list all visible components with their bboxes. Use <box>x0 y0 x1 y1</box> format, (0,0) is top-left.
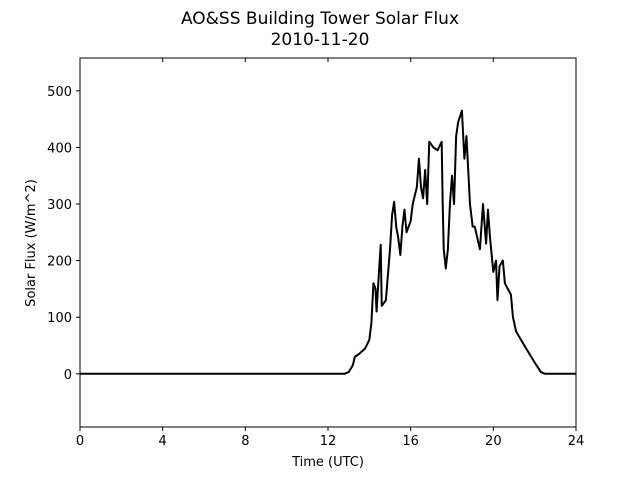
x-tick-label: 12 <box>320 434 337 449</box>
y-tick-label: 500 <box>47 85 72 100</box>
y-tick-label: 400 <box>47 141 72 156</box>
y-axis-label: Solar Flux (W/m^2) <box>24 179 39 307</box>
y-tick-label: 300 <box>47 198 72 213</box>
x-tick-label: 0 <box>76 434 84 449</box>
y-tick-label: 100 <box>47 311 72 326</box>
x-axis-label: Time (UTC) <box>291 455 364 470</box>
plot-frame <box>79 57 577 428</box>
chart-subtitle: 2010-11-20 <box>271 30 370 50</box>
data-line <box>80 109 576 375</box>
y-tick-label: 200 <box>47 255 72 270</box>
x-tick-label: 24 <box>568 434 585 449</box>
x-tick-label: 16 <box>402 434 419 449</box>
x-tick-label: 20 <box>485 434 502 449</box>
x-tick-label: 8 <box>241 434 249 449</box>
chart-title: AO&SS Building Tower Solar Flux <box>181 9 459 29</box>
x-tick-label: 4 <box>159 434 167 449</box>
y-tick-label: 0 <box>64 368 72 383</box>
